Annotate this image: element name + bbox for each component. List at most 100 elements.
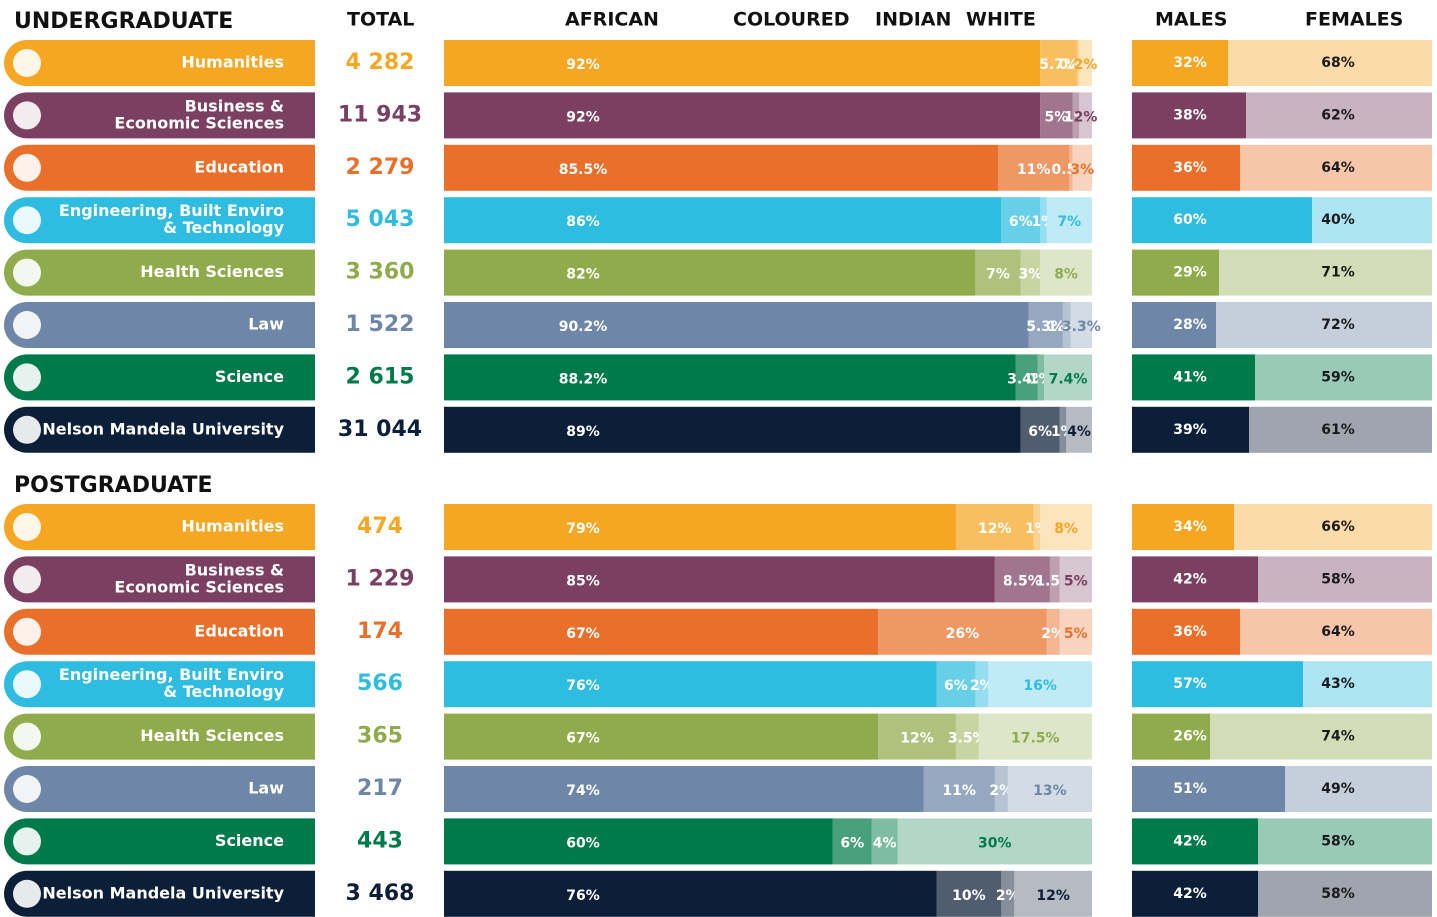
faculty-label: Nelson Mandela University <box>42 883 284 902</box>
header-coloured: COLOURED <box>733 9 850 31</box>
race-label: 85.5% <box>559 162 608 178</box>
faculty-icon <box>13 153 41 182</box>
gender-segment <box>1258 556 1432 603</box>
gender-label: 58% <box>1321 886 1355 902</box>
race-label: 90.2% <box>559 319 608 335</box>
faculty-icon <box>13 565 41 594</box>
faculty-label: Science <box>215 831 284 850</box>
faculty-pill <box>4 144 316 191</box>
gender-segment <box>1255 354 1432 401</box>
gender-segment <box>1285 766 1432 812</box>
gender-label: 38% <box>1173 107 1207 123</box>
gender-segment <box>1132 504 1234 550</box>
total: 5 043 <box>346 207 415 232</box>
header-indian: INDIAN <box>875 9 951 31</box>
gender-label: 61% <box>1321 422 1355 438</box>
section-title: UNDERGRADUATE <box>14 9 233 34</box>
race-segment <box>1037 354 1045 401</box>
race-segment <box>1040 197 1047 244</box>
race-label: 1% <box>1029 371 1053 387</box>
gender-segment <box>1228 40 1432 86</box>
race-segment <box>1001 197 1041 244</box>
gender-segment <box>1132 608 1240 655</box>
race-segment <box>978 713 1092 760</box>
race-segment <box>444 354 1016 401</box>
race-segment <box>444 608 879 655</box>
race-segment <box>1040 40 1078 86</box>
faculty-pill <box>4 40 315 86</box>
gender-label: 59% <box>1321 369 1355 385</box>
race-label: 89% <box>566 424 600 440</box>
gender-label: 60% <box>1173 212 1207 228</box>
race-label: 1.5% <box>1035 573 1074 589</box>
faculty-pill <box>4 504 315 550</box>
gender-label: 26% <box>1173 729 1207 745</box>
race-segment <box>1040 504 1092 550</box>
race-label: 5.3% <box>1026 319 1065 335</box>
total: 4 282 <box>346 50 415 75</box>
faculty-icon <box>13 827 41 856</box>
total: 31 044 <box>338 417 422 442</box>
race-segment <box>878 713 956 760</box>
race-label: 0.5% <box>1052 162 1091 178</box>
race-segment <box>975 249 1021 296</box>
faculty-pill <box>4 249 316 296</box>
race-label: 1% <box>1051 424 1075 440</box>
faculty-pill <box>4 556 316 603</box>
gender-label: 41% <box>1173 369 1207 385</box>
total: 174 <box>357 619 403 644</box>
total: 1 522 <box>346 312 415 337</box>
race-segment <box>988 661 1092 708</box>
race-segment <box>998 144 1070 191</box>
race-label: 92% <box>566 109 600 125</box>
faculty-label: Health Sciences <box>140 726 284 745</box>
race-label: 60% <box>566 835 600 851</box>
race-label: 67% <box>566 626 600 642</box>
race-segment <box>1066 406 1092 453</box>
gender-segment <box>1258 870 1432 917</box>
race-segment <box>1044 354 1092 401</box>
race-segment <box>1069 144 1073 191</box>
race-segment <box>955 504 1034 550</box>
race-label: 5% <box>1044 109 1068 125</box>
faculty-label: Engineering, Built Enviro <box>59 665 284 684</box>
race-segment <box>444 713 879 760</box>
race-segment <box>444 40 1041 86</box>
gender-segment <box>1132 92 1246 139</box>
faculty-icon <box>13 258 41 287</box>
race-segment <box>955 713 979 760</box>
race-label: 2% <box>1074 109 1098 125</box>
race-segment <box>444 504 956 550</box>
total: 566 <box>357 671 403 696</box>
gender-label: 58% <box>1321 833 1355 849</box>
race-segment <box>1015 354 1038 401</box>
gender-segment <box>1132 197 1312 244</box>
race-segment <box>1079 40 1092 86</box>
total: 2 615 <box>346 364 415 389</box>
header-white: WHITE <box>966 9 1036 31</box>
faculty-icon <box>13 513 41 541</box>
race-segment <box>1079 92 1092 139</box>
race-segment <box>444 766 924 812</box>
gender-segment <box>1132 40 1228 86</box>
gender-segment <box>1132 302 1216 348</box>
race-segment <box>1059 556 1092 603</box>
race-label: 1% <box>1032 214 1056 230</box>
gender-segment <box>1216 302 1432 348</box>
gender-segment <box>1132 713 1210 760</box>
race-label: 76% <box>566 888 600 904</box>
race-segment <box>1062 302 1071 348</box>
faculty-label: Law <box>248 315 284 334</box>
race-segment <box>1046 197 1092 244</box>
race-label: 82% <box>566 267 600 283</box>
faculty-pill <box>4 608 316 655</box>
race-label: 86% <box>566 214 600 230</box>
gender-label: 43% <box>1321 676 1355 692</box>
race-label: 7% <box>1057 214 1081 230</box>
race-label: 5% <box>1064 626 1088 642</box>
race-label: 8.5% <box>1003 573 1042 589</box>
race-label: 8% <box>1054 267 1078 283</box>
race-segment <box>1007 766 1092 812</box>
race-segment <box>1072 92 1080 139</box>
gender-label: 62% <box>1321 107 1355 123</box>
